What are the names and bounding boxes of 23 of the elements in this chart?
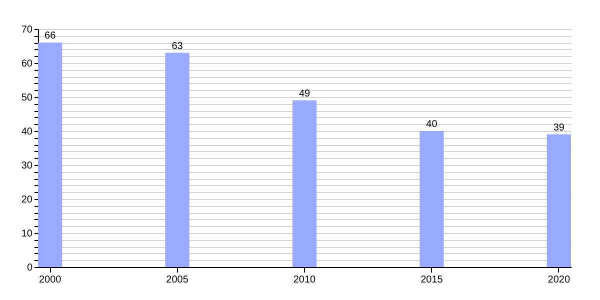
bar <box>292 100 317 267</box>
y-tick-label: 70 <box>21 24 33 36</box>
data-label: 66 <box>44 30 56 42</box>
y-tick-label: 30 <box>21 160 33 172</box>
y-tick-label: 40 <box>21 126 33 138</box>
y-tick-label: 0 <box>26 262 33 274</box>
x-tick-label: 2010 <box>293 274 316 286</box>
bar <box>38 42 62 267</box>
x-tick-label: 2005 <box>166 274 189 286</box>
y-tick-label: 20 <box>21 194 33 206</box>
y-tick-label: 60 <box>21 58 33 70</box>
bar <box>420 131 444 267</box>
y-tick-label: 10 <box>21 228 33 240</box>
bar <box>546 134 571 267</box>
x-tick-label: 2000 <box>38 274 62 286</box>
x-tick-label: 2020 <box>548 274 570 286</box>
data-label: 40 <box>426 119 438 130</box>
data-label: 63 <box>172 40 184 52</box>
y-tick-label: 50 <box>21 92 33 104</box>
x-tick-label: 2015 <box>420 274 444 286</box>
bar <box>165 52 190 267</box>
data-label: 49 <box>298 88 310 100</box>
data-label: 39 <box>553 122 565 134</box>
